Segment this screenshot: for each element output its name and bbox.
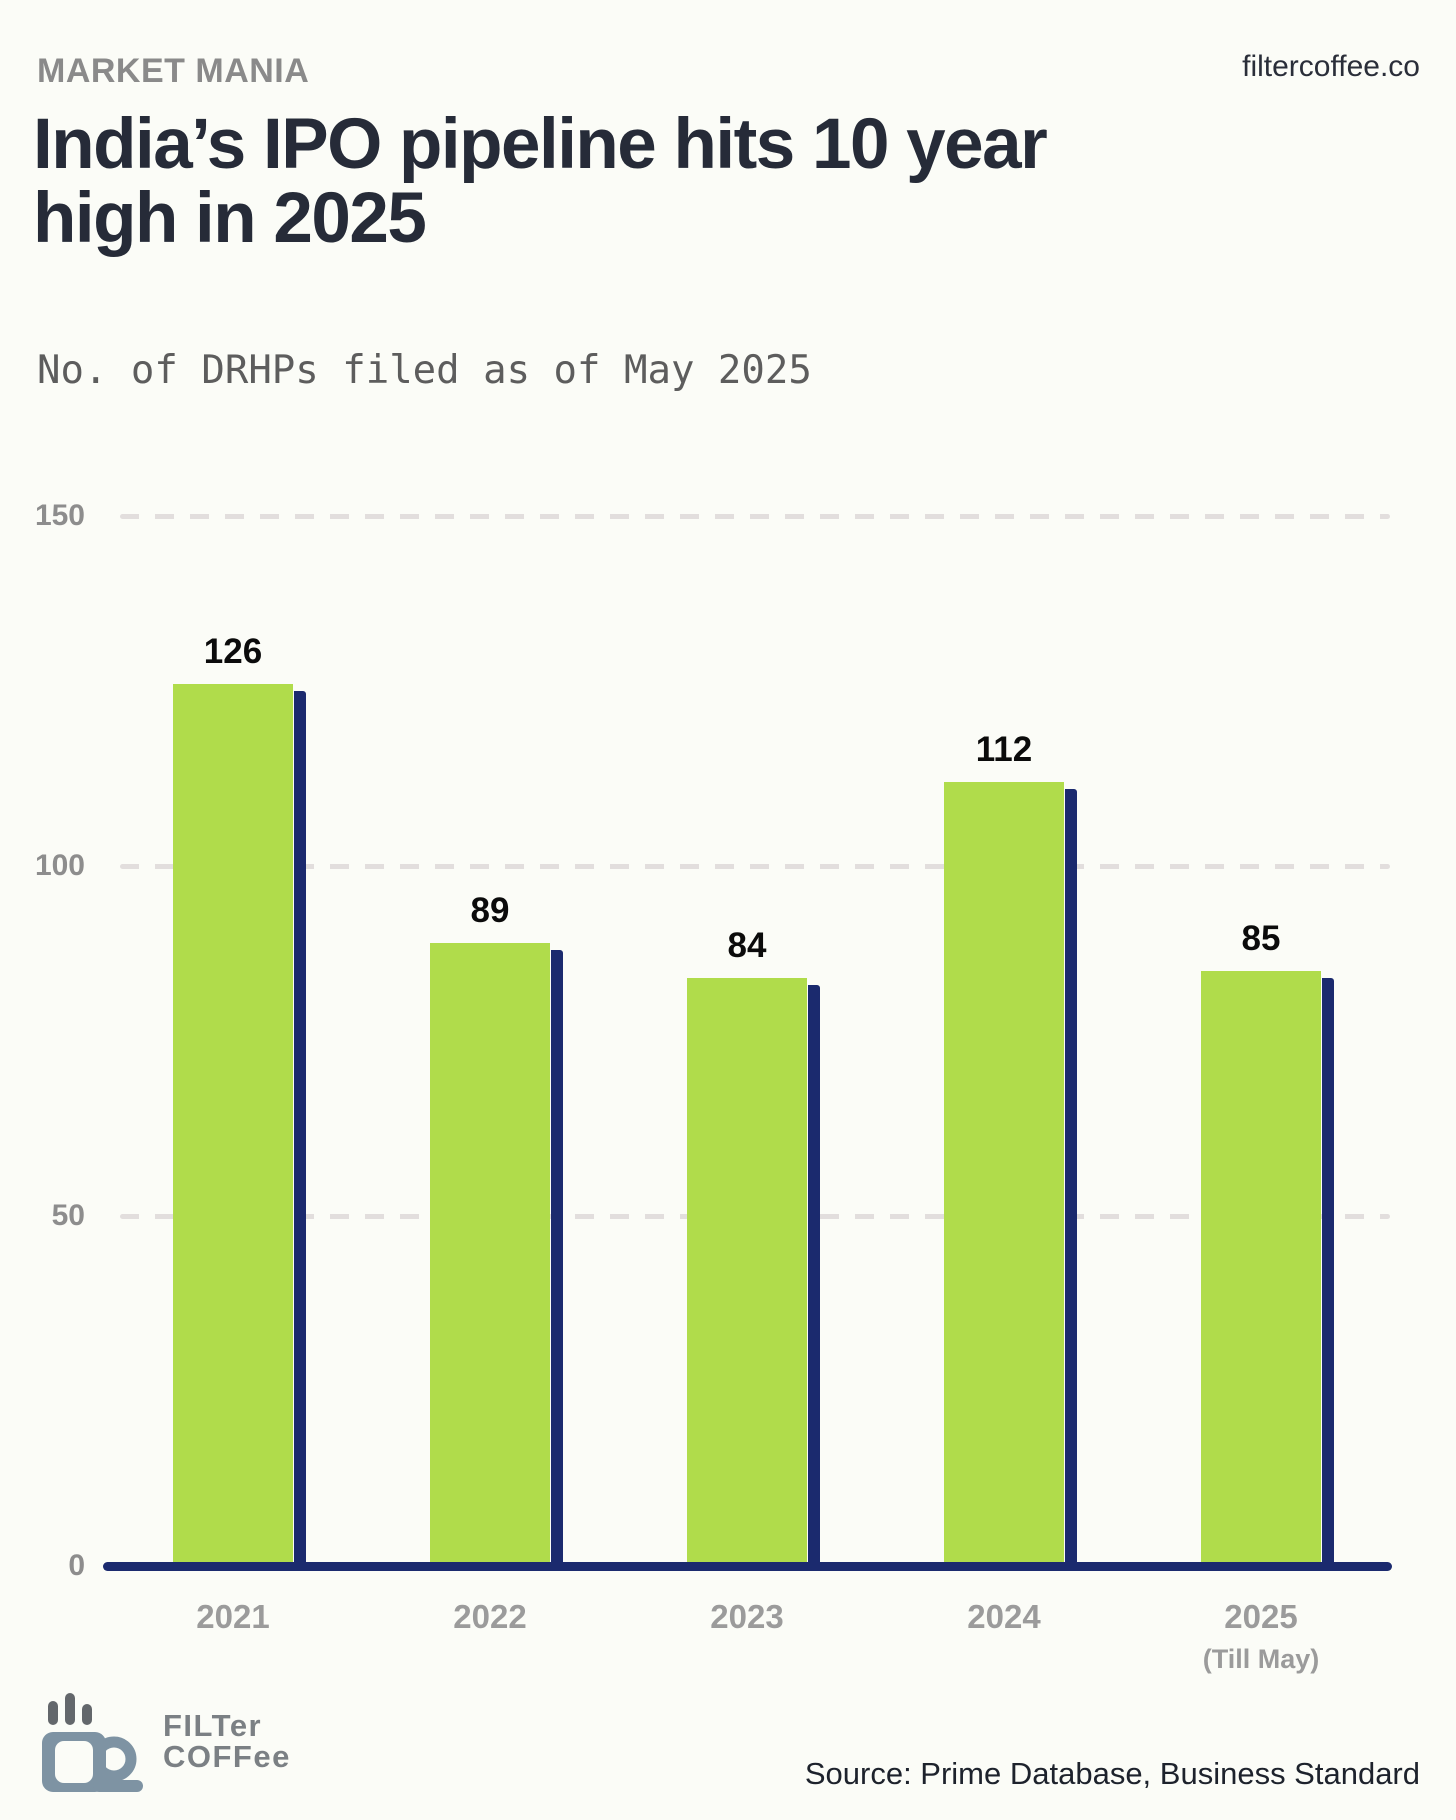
source-attribution: Source: Prime Database, Business Standar… bbox=[804, 1756, 1420, 1791]
bar-value-2025: 85 bbox=[1241, 919, 1281, 958]
kicker-label: MARKET MANIA bbox=[37, 52, 310, 90]
bar-shadow-2022 bbox=[551, 950, 563, 1570]
bar-2021 bbox=[173, 684, 293, 1570]
bar-2023 bbox=[687, 978, 807, 1570]
x-axis-label-2025: 2025 bbox=[1224, 1598, 1298, 1635]
bar-shadow-2021 bbox=[294, 691, 306, 1570]
x-axis-line bbox=[103, 1562, 1392, 1571]
bar-value-2023: 84 bbox=[727, 926, 767, 965]
y-axis-tick-150: 150 bbox=[34, 499, 85, 532]
x-axis-label-2024: 2024 bbox=[967, 1598, 1041, 1635]
x-axis-label-2021: 2021 bbox=[196, 1598, 270, 1635]
x-axis-label-2023: 2023 bbox=[710, 1598, 784, 1635]
bar-shadow-2025 bbox=[1322, 978, 1334, 1570]
bar-shadow-2024 bbox=[1065, 789, 1077, 1570]
bar-2024 bbox=[944, 782, 1064, 1570]
page-title-line1: India’s IPO pipeline hits 10 year bbox=[33, 105, 1048, 184]
bar-value-2022: 89 bbox=[470, 891, 510, 930]
y-axis-tick-50: 50 bbox=[51, 1199, 85, 1232]
site-url: filtercoffee.co bbox=[1242, 50, 1420, 83]
bar-value-2021: 126 bbox=[203, 632, 263, 671]
x-axis-label-2022: 2022 bbox=[453, 1598, 527, 1635]
chart-subtitle: No. of DRHPs filed as of May 2025 bbox=[37, 348, 812, 393]
y-axis-tick-100: 100 bbox=[34, 849, 85, 882]
coffee-mug-steam-icon bbox=[42, 1693, 143, 1792]
bar-shadow-2023 bbox=[808, 985, 820, 1570]
logo-word-filter: FILTer bbox=[163, 1708, 263, 1743]
gridline-150 bbox=[120, 514, 1390, 519]
bar-2025 bbox=[1201, 971, 1321, 1570]
bar-2022 bbox=[430, 943, 550, 1570]
logo-word-coffee: COFFee bbox=[163, 1739, 291, 1774]
logo-wordmark: FILTer COFFee bbox=[163, 1710, 291, 1772]
gridline-100 bbox=[120, 864, 1390, 869]
filtercoffee-logo: FILTer COFFee bbox=[35, 1688, 291, 1794]
y-axis-tick-0: 0 bbox=[68, 1549, 85, 1582]
x-axis-note-2025: (Till May) bbox=[1202, 1644, 1320, 1674]
page-title: India’s IPO pipeline hits 10 year high i… bbox=[33, 108, 1293, 256]
page-title-line2: high in 2025 bbox=[33, 178, 427, 258]
bar-value-2024: 112 bbox=[975, 730, 1033, 769]
